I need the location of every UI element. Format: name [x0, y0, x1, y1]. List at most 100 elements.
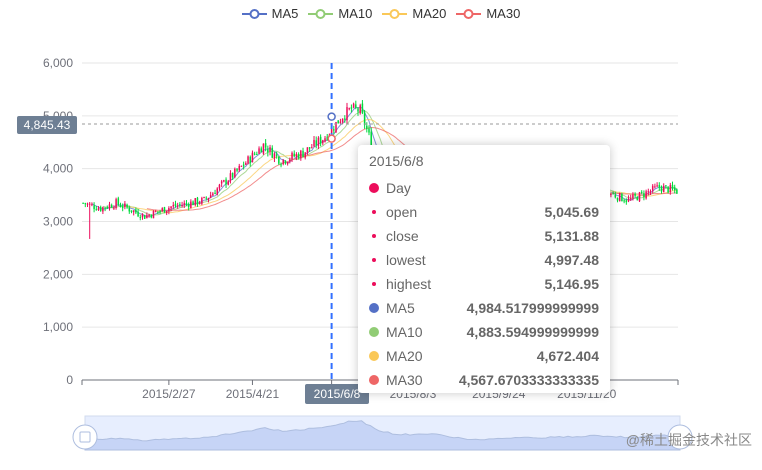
candle-body: [161, 208, 164, 211]
candle-body: [643, 193, 645, 198]
candle-body: [355, 104, 357, 108]
candle-body: [146, 215, 148, 219]
candle-body: [656, 185, 658, 187]
x-tick-label: 2015/4/21: [226, 387, 280, 401]
candle-body: [284, 160, 287, 164]
candle-body: [658, 185, 661, 188]
candle-body: [220, 181, 223, 184]
candle-body: [141, 213, 144, 218]
candle-body: [187, 204, 190, 208]
candle-body: [84, 203, 87, 205]
axis-pointer-x-label: 2015/6/8: [305, 384, 369, 404]
candle-body: [238, 165, 241, 171]
candle-body: [130, 210, 133, 213]
legend-item-ma10[interactable]: MA10: [308, 6, 372, 21]
legend-item-ma20[interactable]: MA20: [382, 6, 446, 21]
candle-body: [621, 193, 623, 202]
candle-body: [352, 103, 355, 108]
candle-body: [172, 204, 175, 207]
candle-body: [95, 209, 98, 211]
candle-body: [614, 194, 617, 198]
candle-body: [121, 206, 124, 208]
candle-body: [344, 118, 346, 120]
datazoom-preview: [84, 420, 681, 451]
tooltip-row-label: MA10: [386, 324, 423, 340]
candle-body: [348, 108, 350, 110]
candle-body: [306, 147, 309, 153]
series-marker-icon: [369, 183, 379, 193]
candle-body: [278, 156, 280, 164]
candle-body: [137, 211, 139, 217]
candle-body: [660, 186, 663, 192]
legend-item-ma30[interactable]: MA30: [456, 6, 520, 21]
candle-body: [271, 147, 274, 158]
candle-body: [165, 210, 168, 214]
candle-body: [311, 147, 313, 149]
candle-body: [256, 154, 258, 156]
tooltip-row-label: MA30: [386, 372, 423, 388]
candle-body: [82, 202, 84, 204]
candle-body: [214, 192, 216, 195]
candle-body: [99, 207, 102, 212]
tooltip-row-value: 4,567.6703333333335: [458, 372, 599, 388]
candle-body: [632, 194, 634, 199]
candle-body: [132, 210, 135, 213]
candle-body: [260, 148, 263, 153]
legend-line-icon: [241, 8, 267, 19]
x-tick-label: 2015/2/27: [142, 387, 196, 401]
candle-body: [267, 149, 269, 153]
candle-body: [170, 206, 172, 209]
hover-point: [327, 134, 336, 143]
candle-body: [629, 198, 632, 200]
axis-pointer-y-label: 4,845.43: [17, 116, 77, 134]
tooltip-row-ma5: MA5 4,984.517999999999: [369, 296, 599, 320]
candle-body: [209, 194, 212, 198]
tooltip-row-value: 4,997.48: [544, 252, 600, 268]
candle-body: [108, 204, 111, 209]
candle-body: [676, 189, 678, 194]
candle-body: [152, 210, 155, 219]
candle-body: [335, 122, 337, 133]
tooltip-row-open: open 5,045.69: [369, 200, 599, 224]
candle-body: [326, 136, 328, 140]
candle-body: [247, 156, 249, 164]
datazoom-grip-icon: [79, 431, 91, 443]
candle-body: [359, 105, 361, 114]
candle-body: [176, 205, 179, 207]
candle-body: [638, 192, 641, 202]
tooltip-row-highest: highest 5,146.95: [369, 272, 599, 296]
candle-body: [203, 196, 205, 198]
legend-item-ma5[interactable]: MA5: [241, 6, 299, 21]
marker-dot-icon: [372, 282, 376, 286]
tooltip-series-row: Day: [369, 176, 599, 200]
candle-body: [139, 217, 142, 219]
marker-dot-icon: [369, 303, 379, 313]
marker-dot-icon: [372, 210, 376, 214]
tooltip-date: 2015/6/8: [369, 153, 424, 169]
candle-body: [273, 153, 276, 159]
candle-body: [236, 168, 238, 171]
candle-body: [218, 184, 221, 189]
hover-point: [327, 112, 336, 121]
candle-body: [319, 136, 322, 144]
legend-label: MA5: [271, 6, 299, 21]
tooltip-row-value: 5,131.88: [544, 228, 600, 244]
tooltip-row-value: 5,045.69: [544, 204, 600, 220]
y-tick-label: 4,000: [43, 162, 73, 176]
candle-body: [253, 153, 256, 155]
marker-dot-icon: [372, 258, 376, 262]
candle-body: [97, 208, 100, 211]
candle-body: [269, 147, 271, 152]
candle-body: [234, 168, 236, 177]
candle-body: [194, 198, 197, 205]
candle-body: [361, 103, 364, 114]
candle-body: [647, 191, 650, 193]
candle-body: [245, 163, 247, 165]
candle-body: [324, 138, 326, 142]
tooltip-row-label: open: [386, 204, 418, 220]
candle-body: [185, 203, 188, 205]
candle-body: [102, 207, 104, 212]
candle-body: [322, 140, 324, 144]
legend-label: MA30: [486, 6, 521, 21]
candle-body: [163, 207, 166, 213]
